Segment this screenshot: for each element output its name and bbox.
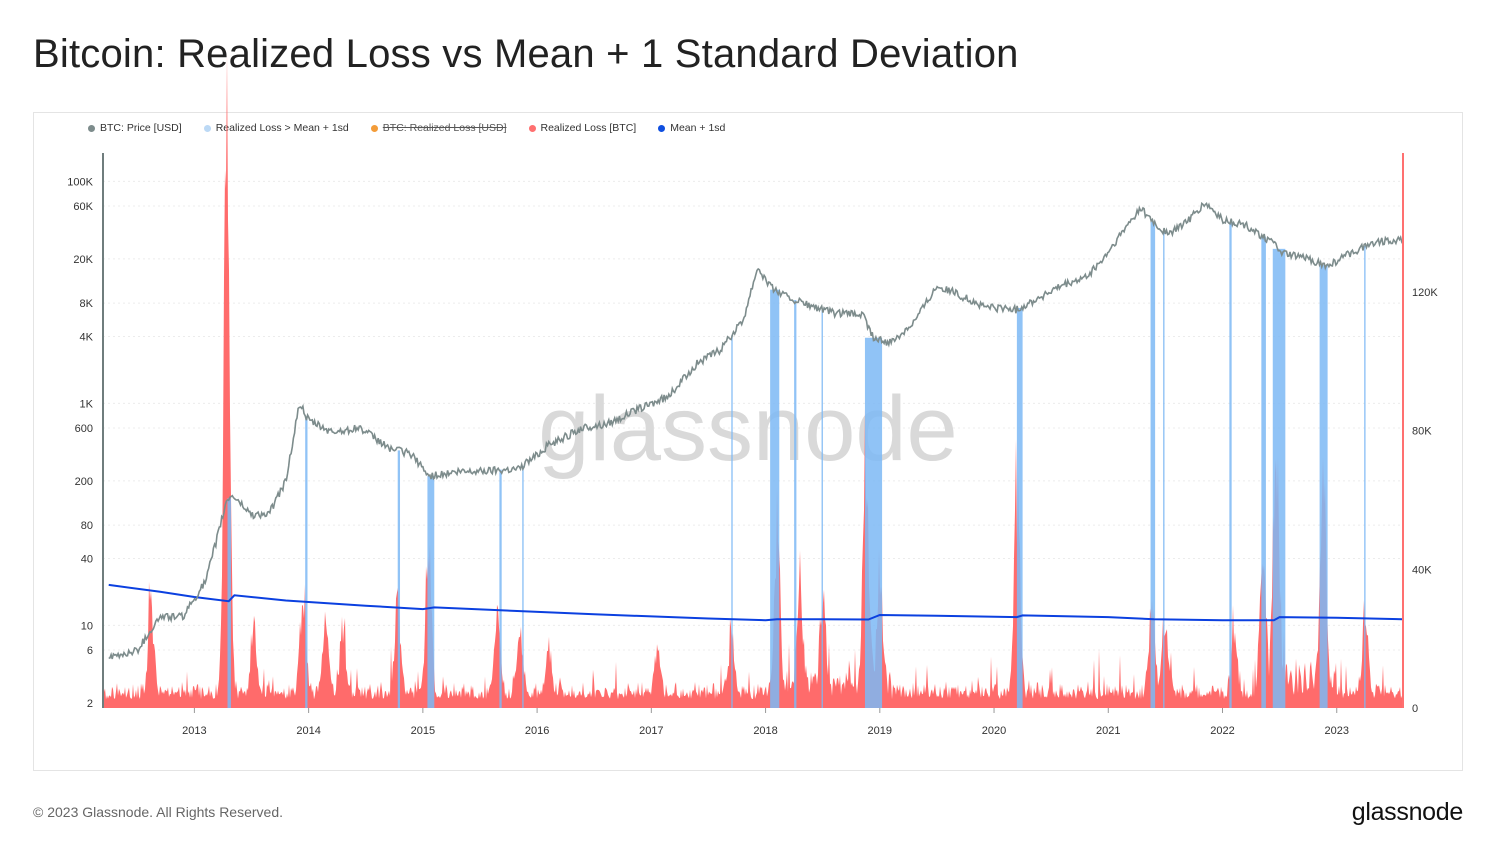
x-tick-label: 2019 [868,725,892,737]
footer-brand-logo: glassnode [1351,798,1464,826]
highlight-band [770,289,780,708]
legend-item-mean[interactable]: Mean + 1sd [658,121,725,135]
footer-copyright: © 2023 Glassnode. All Rights Reserved. [33,804,284,820]
watermark: glassnode [538,378,957,480]
left-tick-label: 20K [73,254,93,266]
highlight-bands [227,221,1366,709]
highlight-band [794,300,797,708]
left-tick-label: 100K [67,176,93,188]
highlight-band [1163,230,1165,709]
legend-label: Realized Loss [BTC] [540,122,637,134]
x-tick-label: 2014 [296,725,320,737]
x-axis-ticks: 2013 2014 2015 2016 2017 2018 2019 2020 2021 2022… [182,708,1349,737]
legend-label: BTC: Realized Loss [USD] [382,122,507,134]
left-axis-ticks: 100K 60K 20K 8K 4K 1K 600 200 80 40 10 6 2 [67,176,93,710]
highlight-band [1150,221,1156,708]
highlight-band [864,337,883,708]
axes [102,153,1404,708]
x-tick-label: 2018 [753,725,777,737]
highlight-band [1364,245,1366,708]
legend-dot-loss-btc [528,124,536,132]
left-tick-label: 6 [87,645,93,657]
x-tick-label: 2022 [1210,725,1234,737]
x-tick-label: 2021 [1096,725,1120,737]
legend-dot-highlight [203,124,211,132]
left-tick-label: 2 [87,698,93,710]
mean-line-layer [108,583,1404,622]
legend-dot-mean [658,124,666,132]
highlight-band [1272,248,1286,708]
price-line-layer [108,201,1404,660]
left-tick-label: 40 [81,554,93,566]
highlight-band [1261,236,1266,709]
left-tick-label: 60K [73,201,93,213]
right-axis-ticks: 120K 80K 40K 0 [1412,287,1438,715]
legend-dot-price [88,124,95,132]
highlight-band [305,416,308,708]
legend-item-price[interactable]: BTC: Price [USD] [88,121,182,135]
x-tick-label: 2017 [639,725,663,737]
highlight-band [1016,308,1023,708]
legend-label: BTC: Price [USD] [100,122,182,134]
highlight-band [427,475,435,708]
highlight-band [227,498,231,708]
right-tick-label: 120K [1412,287,1438,299]
legend-label: Realized Loss > Mean + 1sd [215,122,349,134]
right-tick-label: 0 [1412,703,1418,715]
x-tick-label: 2016 [525,725,549,737]
right-tick-label: 40K [1412,564,1432,576]
highlight-band [1229,221,1232,709]
legend-item-loss-btc[interactable]: Realized Loss [BTC] [528,121,637,135]
x-tick-label: 2013 [182,725,206,737]
left-tick-label: 80 [81,520,93,532]
highlight-band [1319,265,1328,708]
legend-label: Mean + 1sd [670,122,726,134]
legend-item-highlight[interactable]: Realized Loss > Mean + 1sd [203,121,349,135]
highlight-band [731,335,733,708]
highlight-band [522,465,524,708]
x-tick-label: 2015 [411,725,435,737]
right-tick-label: 80K [1412,426,1432,438]
page-title: Bitcoin: Realized Loss vs Mean + 1 Stand… [33,32,1019,76]
left-tick-label: 8K [80,298,94,310]
highlight-band [499,469,502,708]
x-tick-label: 2023 [1325,725,1349,737]
chart-legend: BTC: Price [USD] Realized Loss > Mean + … [88,121,725,135]
left-tick-label: 200 [75,476,93,488]
highlight-band [397,450,401,708]
left-tick-label: 1K [80,398,94,410]
left-tick-label: 10 [81,620,93,632]
highlight-band [821,309,823,708]
legend-dot-loss-usd [370,124,378,132]
left-tick-label: 600 [75,423,93,435]
mean-line [108,583,1404,622]
legend-item-loss-usd[interactable]: BTC: Realized Loss [USD] [370,121,507,135]
x-tick-label: 2020 [982,725,1006,737]
left-tick-label: 4K [80,332,94,344]
price-line [108,201,1404,660]
